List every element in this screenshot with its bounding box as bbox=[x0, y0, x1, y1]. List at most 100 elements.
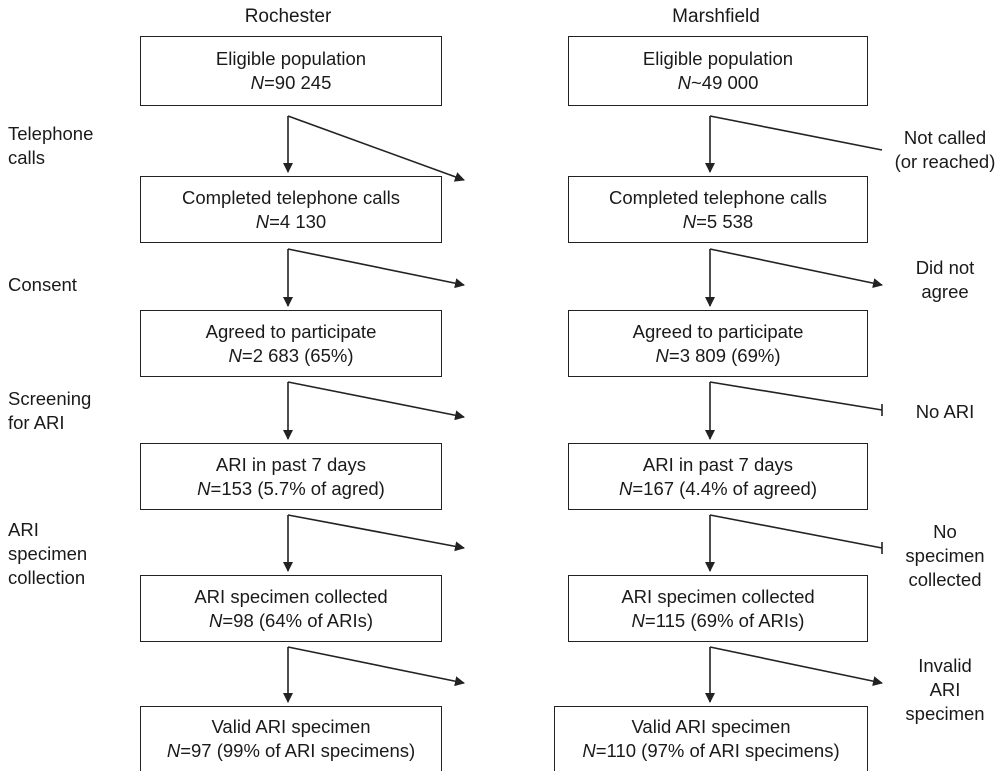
marshfield-box-valid: Valid ARI specimen N=110 (97% of ARI spe… bbox=[554, 706, 868, 771]
stage-label-line: ARI bbox=[8, 519, 39, 540]
stage-label-line: specimen bbox=[8, 543, 88, 564]
n-value: =97 (99% of ARI specimens) bbox=[180, 740, 416, 761]
column-heading-rochester: Rochester bbox=[244, 6, 332, 27]
box-label: ARI specimen collected bbox=[194, 585, 388, 607]
n-value: =3 809 (69%) bbox=[668, 344, 781, 366]
exclusion-not-called: Not called (or reached) bbox=[886, 126, 1004, 174]
box-count: N=3 809 (69%) bbox=[656, 344, 781, 368]
rochester-connector-5 bbox=[283, 646, 465, 703]
exclusion-line: ARI bbox=[929, 679, 961, 700]
box-count: N=2 683 (65%) bbox=[229, 344, 354, 368]
box-count: N=115 (69% of ARIs) bbox=[632, 609, 805, 633]
stage-label-consent: Consent bbox=[8, 273, 77, 297]
exclusion-line: specimen bbox=[905, 545, 985, 566]
n-symbol: N bbox=[166, 740, 181, 761]
exclusion-did-not-agree: Did not agree bbox=[890, 256, 1000, 304]
marshfield-connector-5 bbox=[705, 646, 883, 703]
exclusion-line: Not called bbox=[903, 127, 987, 148]
marshfield-connector-4 bbox=[705, 514, 883, 572]
stage-label-line: Telephone bbox=[8, 123, 94, 144]
n-value: =5 538 bbox=[696, 210, 754, 232]
box-count: N=4 130 bbox=[256, 210, 326, 234]
exclusion-line: collected bbox=[908, 569, 982, 590]
rochester-connector-3 bbox=[283, 381, 465, 440]
exclusion-line: No ARI bbox=[915, 401, 975, 422]
stage-label-line: for ARI bbox=[8, 412, 65, 433]
box-label: ARI in past 7 days bbox=[642, 453, 794, 475]
exclusion-line: agree bbox=[921, 281, 969, 302]
rochester-box-calls: Completed telephone calls N=4 130 bbox=[140, 176, 442, 243]
n-symbol: N bbox=[677, 72, 691, 93]
box-count: N=110 (97% of ARI specimens) bbox=[582, 739, 839, 763]
n-symbol: N bbox=[228, 344, 242, 366]
box-count: N=153 (5.7% of agred) bbox=[197, 477, 385, 501]
n-value: =153 (5.7% of agred) bbox=[210, 477, 385, 499]
n-value: =4 130 bbox=[269, 210, 327, 232]
box-count: N=90 245 bbox=[251, 71, 332, 95]
exclusion-line: (or reached) bbox=[894, 151, 996, 172]
marshfield-connector-2 bbox=[705, 248, 883, 307]
rochester-box-valid: Valid ARI specimen N=97 (99% of ARI spec… bbox=[140, 706, 442, 771]
rochester-box-agreed: Agreed to participate N=2 683 (65%) bbox=[140, 310, 442, 377]
rochester-connector-4 bbox=[283, 514, 465, 572]
rochester-connector-1 bbox=[283, 115, 465, 182]
exclusion-no-ari: No ARI bbox=[890, 400, 1000, 424]
box-label: Agreed to participate bbox=[205, 320, 377, 342]
marshfield-box-agreed: Agreed to participate N=3 809 (69%) bbox=[568, 310, 868, 377]
box-label: Agreed to participate bbox=[632, 320, 804, 342]
marshfield-box-ari: ARI in past 7 days N=167 (4.4% of agreed… bbox=[568, 443, 868, 510]
box-label: Eligible population bbox=[215, 48, 367, 69]
n-symbol: N bbox=[655, 344, 669, 366]
rochester-box-collected: ARI specimen collected N=98 (64% of ARIs… bbox=[140, 575, 442, 642]
stage-label-specimen: ARI specimen collection bbox=[8, 518, 87, 590]
n-symbol: N bbox=[250, 72, 264, 93]
n-symbol: N bbox=[197, 477, 211, 499]
n-symbol: N bbox=[619, 477, 633, 499]
exclusion-invalid: Invalid ARI specimen bbox=[890, 654, 1000, 726]
stage-label-line: Screening bbox=[8, 388, 92, 409]
marshfield-connector-1 bbox=[705, 115, 883, 173]
box-label: Valid ARI specimen bbox=[211, 716, 371, 737]
box-label: ARI in past 7 days bbox=[215, 453, 367, 475]
rochester-box-eligible: Eligible population N=90 245 bbox=[140, 36, 442, 106]
box-count: N=97 (99% of ARI specimens) bbox=[167, 739, 415, 763]
box-count: N=167 (4.4% of agreed) bbox=[619, 477, 817, 501]
box-label: Valid ARI specimen bbox=[631, 716, 791, 737]
rochester-box-ari: ARI in past 7 days N=153 (5.7% of agred) bbox=[140, 443, 442, 510]
marshfield-box-eligible: Eligible population N~49 000 bbox=[568, 36, 868, 106]
n-value: ~49 000 bbox=[690, 72, 759, 93]
rochester-connector-2 bbox=[283, 248, 465, 307]
marshfield-box-calls: Completed telephone calls N=5 538 bbox=[568, 176, 868, 243]
exclusion-line: Did not bbox=[915, 257, 975, 278]
n-symbol: N bbox=[682, 210, 697, 232]
stage-label-screening: Screening for ARI bbox=[8, 387, 91, 435]
stage-label-line: calls bbox=[8, 147, 46, 168]
n-value: =110 (97% of ARI specimens) bbox=[595, 740, 840, 761]
n-value: =98 (64% of ARIs) bbox=[222, 609, 374, 631]
n-symbol: N bbox=[631, 609, 645, 631]
exclusion-line: specimen bbox=[905, 703, 985, 724]
n-value: =167 (4.4% of agreed) bbox=[632, 477, 817, 499]
box-count: N=5 538 bbox=[683, 210, 753, 234]
n-symbol: N bbox=[255, 210, 270, 232]
stage-label-telephone: Telephone calls bbox=[8, 122, 93, 170]
stage-label-line: collection bbox=[8, 567, 86, 588]
box-label: Completed telephone calls bbox=[608, 186, 828, 208]
box-count: N=98 (64% of ARIs) bbox=[209, 609, 373, 633]
box-count: N~49 000 bbox=[678, 71, 759, 95]
n-symbol: N bbox=[582, 740, 596, 761]
box-label: Eligible population bbox=[642, 48, 794, 69]
exclusion-line: No bbox=[933, 521, 957, 542]
exclusion-line: Invalid bbox=[918, 655, 972, 676]
exclusion-no-specimen: No specimen collected bbox=[890, 520, 1000, 592]
stage-label-line: Consent bbox=[8, 274, 77, 295]
marshfield-connector-3 bbox=[705, 381, 883, 440]
box-label: Completed telephone calls bbox=[181, 186, 401, 208]
n-symbol: N bbox=[208, 609, 223, 631]
box-label: ARI specimen collected bbox=[621, 585, 815, 607]
n-value: =2 683 (65%) bbox=[241, 344, 354, 366]
n-value: =90 245 bbox=[263, 72, 332, 93]
n-value: =115 (69% of ARIs) bbox=[644, 609, 805, 631]
marshfield-box-collected: ARI specimen collected N=115 (69% of ARI… bbox=[568, 575, 868, 642]
